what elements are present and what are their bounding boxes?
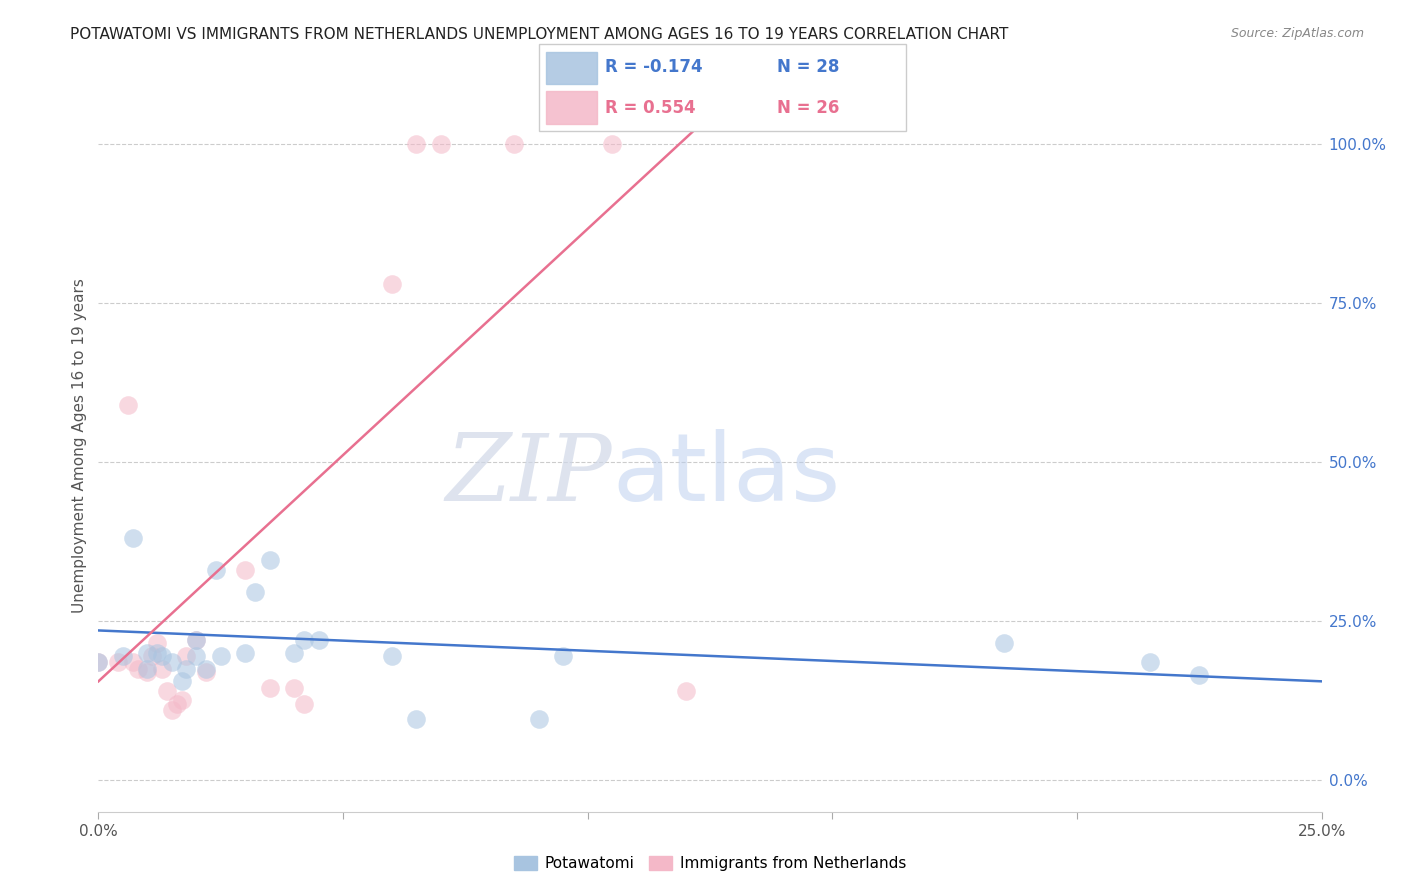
- Point: [150, 648, 173, 663]
- Point: [156, 684, 179, 698]
- Point: [1188, 668, 1211, 682]
- Point: [166, 697, 188, 711]
- Point: [121, 531, 143, 545]
- Point: [176, 648, 198, 663]
- Point: [136, 662, 159, 676]
- Point: [993, 636, 1015, 650]
- Point: [675, 684, 697, 698]
- Point: [160, 703, 183, 717]
- Point: [150, 662, 173, 676]
- Point: [176, 662, 198, 676]
- FancyBboxPatch shape: [546, 52, 598, 84]
- Point: [136, 646, 159, 660]
- Point: [160, 655, 183, 669]
- Point: [170, 674, 193, 689]
- Point: [233, 563, 256, 577]
- Text: Source: ZipAtlas.com: Source: ZipAtlas.com: [1230, 27, 1364, 40]
- Point: [205, 563, 228, 577]
- Point: [308, 632, 330, 647]
- Point: [553, 648, 575, 663]
- Point: [283, 646, 305, 660]
- Text: N = 26: N = 26: [778, 99, 839, 117]
- Text: N = 28: N = 28: [778, 58, 839, 77]
- FancyBboxPatch shape: [538, 44, 905, 131]
- Point: [146, 646, 169, 660]
- Point: [87, 655, 110, 669]
- Point: [405, 136, 427, 151]
- Point: [195, 662, 218, 676]
- Point: [381, 648, 404, 663]
- Point: [186, 648, 208, 663]
- Point: [1139, 655, 1161, 669]
- Point: [111, 648, 134, 663]
- FancyBboxPatch shape: [546, 91, 598, 124]
- Legend: Potawatomi, Immigrants from Netherlands: Potawatomi, Immigrants from Netherlands: [508, 850, 912, 877]
- Point: [186, 632, 208, 647]
- Point: [87, 655, 110, 669]
- Point: [127, 662, 149, 676]
- Point: [292, 697, 315, 711]
- Point: [259, 681, 281, 695]
- Point: [107, 655, 129, 669]
- Point: [283, 681, 305, 695]
- Text: R = 0.554: R = 0.554: [605, 99, 696, 117]
- Text: ZIP: ZIP: [446, 430, 612, 520]
- Y-axis label: Unemployment Among Ages 16 to 19 years: Unemployment Among Ages 16 to 19 years: [72, 278, 87, 614]
- Text: POTAWATOMI VS IMMIGRANTS FROM NETHERLANDS UNEMPLOYMENT AMONG AGES 16 TO 19 YEARS: POTAWATOMI VS IMMIGRANTS FROM NETHERLAND…: [70, 27, 1008, 42]
- Point: [430, 136, 453, 151]
- Point: [527, 713, 550, 727]
- Point: [209, 648, 232, 663]
- Point: [170, 693, 193, 707]
- Point: [405, 713, 427, 727]
- Text: R = -0.174: R = -0.174: [605, 58, 703, 77]
- Point: [195, 665, 218, 679]
- Point: [186, 632, 208, 647]
- Point: [233, 646, 256, 660]
- Point: [381, 277, 404, 291]
- Point: [600, 136, 623, 151]
- Point: [503, 136, 526, 151]
- Point: [243, 585, 266, 599]
- Point: [292, 632, 315, 647]
- Point: [136, 665, 159, 679]
- Point: [117, 398, 139, 412]
- Point: [121, 655, 143, 669]
- Point: [146, 636, 169, 650]
- Point: [141, 648, 163, 663]
- Text: atlas: atlas: [612, 429, 841, 521]
- Point: [259, 553, 281, 567]
